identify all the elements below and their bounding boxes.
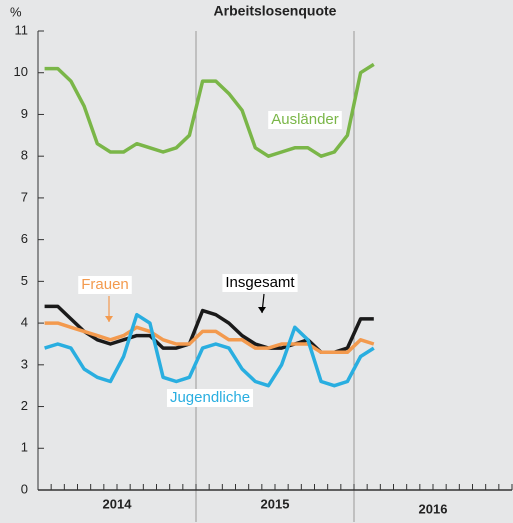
series-line	[44, 312, 375, 388]
series-label: Ausländer	[271, 111, 339, 128]
y-tick-label: 1	[21, 440, 28, 455]
series-line	[44, 62, 375, 158]
arrow-head	[258, 307, 266, 313]
series-label: Frauen	[81, 276, 129, 293]
y-tick-label: 0	[21, 481, 28, 496]
series-label: Jugendliche	[170, 389, 250, 406]
label-background	[78, 276, 132, 294]
y-tick-label: 5	[21, 273, 28, 288]
label-background	[268, 111, 342, 129]
y-tick-label: 3	[21, 356, 28, 371]
label-background	[166, 389, 254, 407]
y-tick-label: 6	[21, 231, 28, 246]
chart-title: Arbeitslosenquote	[214, 3, 337, 19]
y-axis-label: %	[10, 4, 22, 19]
y-tick-label: 10	[14, 64, 28, 79]
y-tick-label: 7	[21, 189, 28, 204]
label-background	[222, 274, 298, 292]
x-group-label: 2015	[261, 496, 290, 511]
y-tick-label: 11	[15, 22, 29, 37]
arrow-head	[105, 316, 113, 322]
x-group-label: 2016	[419, 501, 448, 516]
y-tick-label: 4	[21, 315, 28, 330]
series-label: Insgesamt	[225, 274, 295, 291]
series-line	[44, 321, 375, 355]
y-tick-label: 9	[21, 106, 28, 121]
x-group-label: 2014	[103, 496, 133, 511]
y-tick-label: 2	[21, 398, 28, 413]
y-tick-label: 8	[21, 148, 28, 163]
